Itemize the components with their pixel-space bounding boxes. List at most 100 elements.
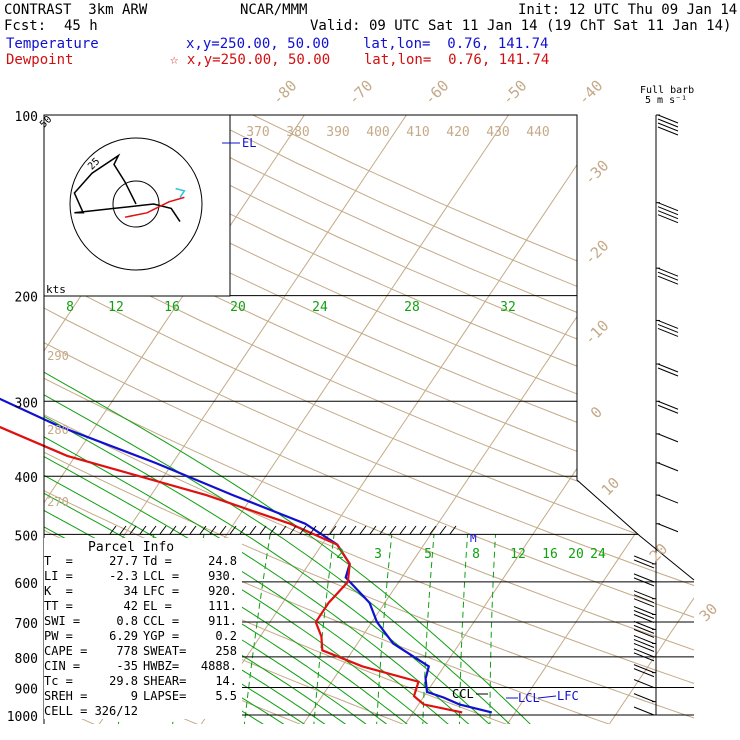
dry-adiabat-line [199,115,694,724]
wind-barb [656,433,679,443]
lfc-marker [537,695,557,699]
dry-adiabat-line [44,115,694,724]
hatch-mark [449,525,457,535]
hatch-mark [139,525,147,535]
parcel-value: 911. [208,614,237,628]
sounding-curves [0,397,493,714]
parcel-info-row: T = 27.7 Td = 24.8 [44,554,242,569]
hatch-mark [269,525,277,535]
wind-barb [656,494,679,504]
temperature-legend: Temperature [6,36,99,52]
mixing-ratio-line [422,534,435,724]
parcel-info-row: CIN = -35 HWBZ= 4888. [44,659,242,674]
theta-label: 430 [486,125,509,140]
parcel-key: LCL = [143,569,180,583]
hatch-mark [259,525,267,535]
parcel-value: 778 [116,644,138,658]
parcel-value: 258 [215,644,237,658]
isotherm-label: -60 [421,77,453,109]
dewpoint-location: ☆ x,y=250.00, 50.00 lat,lon= 0.76, 141.7… [170,52,550,68]
parcel-value: 920. [208,584,237,598]
hodograph-trace-surface [175,187,186,198]
pressure-label: 100 [15,110,38,125]
hatch-mark [439,525,447,535]
wind-barb [656,267,679,285]
isotherm-line [504,115,694,724]
parcel-info-row: LI = -2.3 LCL = 930. [44,569,242,584]
parcel-info-row: K = 34 LFC = 920. [44,584,242,599]
hatch-mark [409,525,417,535]
wind-barb [633,679,656,689]
wind-barb [633,590,656,608]
hatch-mark [119,525,127,535]
parcel-value: -35 [116,659,138,673]
parcel-value: 4888. [200,659,237,673]
parcel-key: SHEAR= [143,674,187,688]
dry-adiabat-line [44,115,694,724]
wind-barb [633,573,656,587]
parcel-key: PW = [44,629,73,643]
agency: NCAR/MMM [240,2,308,18]
hatch-mark [299,525,307,535]
isotherm-label: 0 [587,403,606,422]
parcel-info-row: TT = 42 EL = 111. [44,599,242,614]
moist-adiabat-label: 28 [404,300,420,315]
hatch-mark [289,525,297,535]
moist-adiabat-label: 16 [164,300,180,315]
wind-barb [656,202,679,224]
pressure-label: 900 [15,683,38,698]
mixing-ratio-label: 2 [336,547,344,562]
parcel-key: CCL = [143,614,180,628]
isotherm-line [300,115,694,724]
mixing-ratio-label: 12 [510,547,526,562]
moist-adiabat-label: 12 [108,300,124,315]
barb-legend-title: Full barb [640,85,695,96]
hodograph-trace [73,153,181,223]
theta-label: 440 [526,125,549,140]
pressure-label: 200 [15,291,38,306]
parcel-value: 6.29 [109,629,138,643]
hatch-mark [319,525,327,535]
moist-adiabat-line [44,115,474,724]
parcel-info-row: SREH = 9 LAPSE= 5.5 [44,689,242,704]
dewpoint-legend: Dewpoint [6,52,74,68]
dry-adiabat-line [44,115,694,724]
ccl-label: CCL [452,687,474,701]
parcel-key: Tc = [44,674,73,688]
dry-adiabat-line [44,115,694,724]
mixing-ratio-label: 8 [472,547,480,562]
isotherm-line [402,115,694,724]
parcel-value: 111. [208,599,237,613]
wind-barbs [633,114,679,716]
hatch-mark [389,525,397,535]
hatch-mark [129,525,137,535]
wind-barb [633,606,656,623]
dry-adiabat-line [44,115,694,724]
isotherm-label: 10 [598,474,624,500]
wind-barb [633,706,656,716]
hatch-mark [179,525,187,535]
wind-barb [656,462,679,472]
wind-barb [656,363,679,377]
hodograph-ring [69,137,203,271]
parcel-key: SWI = [44,614,81,628]
pressure-label: 500 [15,529,38,544]
parcel-key: HWBZ= [143,659,180,673]
parcel-key: SREH = [44,689,88,703]
isotherm-label: -40 [575,77,607,109]
hatch-mark [209,525,217,535]
hatch-mark [359,525,367,535]
wind-barb [633,648,656,662]
hatch-mark [399,525,407,535]
hatch-mark [199,525,207,535]
hatch-mark [429,525,437,535]
mixing-ratio-line [313,534,335,724]
wind-barb [633,664,656,678]
mixing-ratio-line [489,534,496,724]
parcel-info-panel: T = 27.7 Td = 24.8 LI = -2.3 LCL = 930. K = 34 LFC… [44,538,242,719]
parcel-value: 34 [123,584,138,598]
parcel-key: Td = [143,554,172,568]
isotherm-label: -80 [269,77,301,109]
wind-barb [656,400,679,414]
